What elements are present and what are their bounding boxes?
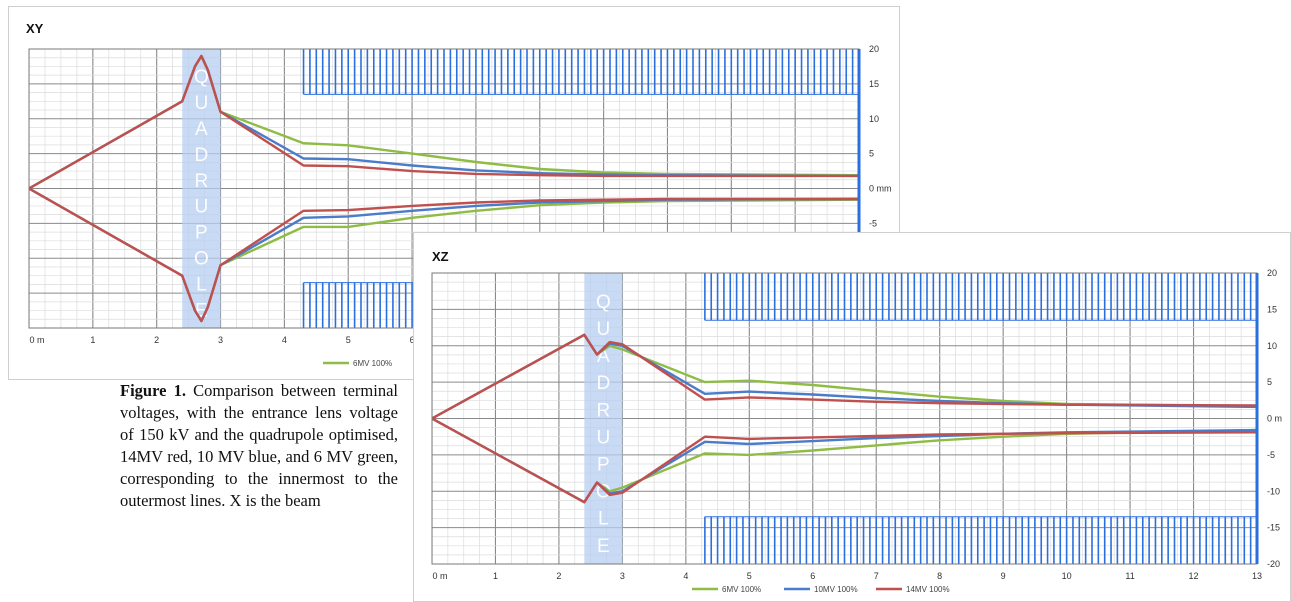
x-tick-label: 12 — [1189, 571, 1199, 581]
quadrupole-label-letter: U — [596, 427, 610, 448]
legend-label-6MV: 6MV 100% — [353, 359, 392, 368]
legend-label-6MV: 6MV 100% — [722, 585, 761, 594]
y-tick-label: 15 — [869, 79, 879, 89]
x-tick-label: 11 — [1125, 571, 1134, 581]
y-tick-label: -15 — [1267, 523, 1280, 533]
y-tick-label: -10 — [1267, 486, 1280, 496]
chart-title: XZ — [432, 249, 449, 264]
quadrupole-label-letter: U — [195, 197, 209, 218]
quadrupole-label-letter: R — [195, 171, 209, 192]
y-tick-label: 0 m — [1267, 414, 1282, 424]
x-tick-label: 2 — [154, 335, 159, 345]
x-tick-label: 1 — [493, 571, 498, 581]
quadrupole-label-letter: L — [598, 509, 609, 530]
x-tick-label: 3 — [620, 571, 625, 581]
y-tick-label: 5 — [1267, 377, 1272, 387]
figure-caption-label: Figure 1. — [120, 381, 186, 400]
quadrupole-label-letter: O — [194, 249, 209, 270]
quadrupole-band — [584, 273, 623, 564]
quadrupole-label-letter: D — [596, 373, 610, 394]
quadrupole-label-letter: E — [597, 536, 610, 557]
figure-caption: Figure 1. Comparison between terminal vo… — [120, 380, 398, 512]
legend-label-14MV: 14MV 100% — [906, 585, 950, 594]
y-tick-label: 20 — [869, 44, 879, 54]
series-line-14MV-upper — [432, 333, 1257, 420]
aperture-blocks — [704, 273, 1257, 564]
x-tick-label: 6 — [810, 571, 815, 581]
x-tick-label: 4 — [282, 335, 287, 345]
quadrupole-label-letter: U — [596, 319, 610, 340]
y-tick-label: 10 — [1267, 341, 1277, 351]
quadrupole-label-letter: Q — [596, 292, 611, 313]
y-tick-label: 10 — [869, 114, 879, 124]
series-line-14MV-upper — [29, 54, 859, 190]
quadrupole-band — [182, 49, 221, 328]
series-line-14MV-lower — [432, 417, 1257, 504]
quadrupole-label-letter: O — [596, 482, 611, 503]
x-tick-label: 0 m — [432, 571, 447, 581]
series-lines — [432, 333, 1257, 504]
quadrupole-label-letter: R — [596, 400, 610, 421]
quadrupole-label-letter: A — [195, 119, 208, 140]
chart-title: XY — [26, 21, 44, 36]
quadrupole-label-letter: D — [195, 145, 209, 166]
x-tick-label: 8 — [937, 571, 942, 581]
quadrupole-label-letter: U — [195, 93, 209, 114]
series-line-14MV-lower — [29, 187, 859, 323]
y-tick-label: 0 mm — [869, 184, 892, 194]
y-tick-label: -5 — [869, 218, 877, 228]
series-lines — [29, 54, 859, 323]
x-tick-label: 0 m — [29, 335, 44, 345]
x-tick-label: 6 — [410, 335, 415, 345]
quadrupole-label-letter: P — [195, 223, 208, 244]
y-tick-label: 15 — [1267, 304, 1277, 314]
x-tick-label: 3 — [218, 335, 223, 345]
quadrupole-label-letter: L — [196, 274, 207, 295]
figure-caption-text: Comparison between terminal voltages, wi… — [120, 381, 398, 510]
x-tick-label: 5 — [346, 335, 351, 345]
x-tick-label: 1 — [90, 335, 95, 345]
legend-label-10MV: 10MV 100% — [814, 585, 858, 594]
y-tick-label: 20 — [1267, 268, 1277, 278]
xz-chart-panel: XZ Q U A D R U P O L E 0 m 1 2 3 4 5 6 7 8 9 10 11 12 13 20 15 10 5 0… — [413, 232, 1291, 602]
quadrupole-label-letter: Q — [194, 67, 209, 88]
x-tick-label: 7 — [874, 571, 879, 581]
grid — [432, 273, 1257, 564]
x-tick-label: 13 — [1252, 571, 1262, 581]
x-tick-label: 9 — [1001, 571, 1006, 581]
y-tick-label: -5 — [1267, 450, 1275, 460]
quadrupole-label-letter: P — [597, 455, 610, 476]
x-tick-label: 2 — [556, 571, 561, 581]
y-tick-label: -20 — [1267, 559, 1280, 569]
x-tick-label: 4 — [683, 571, 688, 581]
x-tick-label: 10 — [1062, 571, 1072, 581]
x-tick-label: 5 — [747, 571, 752, 581]
y-tick-label: 5 — [869, 149, 874, 159]
